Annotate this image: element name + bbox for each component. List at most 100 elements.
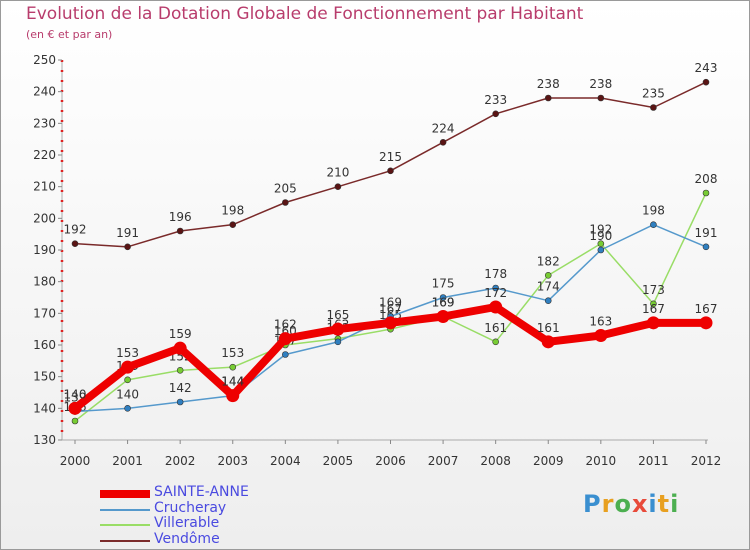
y-tick-label: 160 <box>33 338 56 352</box>
data-label: 173 <box>642 283 665 297</box>
data-point <box>544 297 552 304</box>
data-point <box>702 243 710 251</box>
data-point <box>124 376 131 384</box>
data-point <box>173 341 187 355</box>
data-label: 162 <box>274 318 297 332</box>
data-point <box>278 332 292 346</box>
data-label: 174 <box>537 280 560 294</box>
legend-swatch <box>100 508 150 511</box>
data-point <box>594 329 608 342</box>
data-point <box>68 401 82 415</box>
data-label: 243 <box>695 61 718 75</box>
data-point <box>597 246 605 254</box>
data-point <box>331 322 345 336</box>
y-tick-label: 230 <box>33 116 56 130</box>
data-label: 161 <box>484 321 507 335</box>
x-tick-label: 2012 <box>691 454 722 468</box>
data-label: 167 <box>379 302 402 316</box>
y-tick-label: 150 <box>33 370 56 384</box>
data-label: 191 <box>695 226 718 240</box>
data-label: 182 <box>537 254 560 268</box>
data-label: 190 <box>589 229 612 243</box>
data-point <box>492 110 499 118</box>
data-point <box>597 94 605 102</box>
data-point <box>650 221 657 228</box>
data-point <box>544 272 552 279</box>
data-point <box>282 351 289 358</box>
data-label: 140 <box>116 387 139 401</box>
data-point <box>492 338 499 346</box>
data-label: 169 <box>379 296 402 310</box>
data-label: 235 <box>642 87 665 101</box>
x-tick-label: 2005 <box>323 454 354 468</box>
data-point <box>544 94 552 102</box>
data-point <box>541 335 555 349</box>
data-label: 161 <box>537 321 560 335</box>
data-point <box>71 240 79 247</box>
data-label: 208 <box>695 172 718 186</box>
y-tick-label: 210 <box>33 180 56 194</box>
data-label: 144 <box>221 375 244 389</box>
data-point <box>384 316 397 330</box>
y-tick-label: 140 <box>33 401 56 415</box>
legend-swatch <box>100 539 150 542</box>
data-point <box>699 316 713 330</box>
data-label: 153 <box>221 346 244 360</box>
data-point <box>121 360 135 374</box>
data-point <box>229 363 237 371</box>
data-label: 167 <box>695 302 718 316</box>
data-point <box>387 167 394 175</box>
x-tick-label: 2008 <box>480 454 511 468</box>
data-label: 238 <box>537 77 560 91</box>
data-point <box>492 284 499 292</box>
data-label: 198 <box>642 204 665 218</box>
data-label: 198 <box>221 204 244 218</box>
proxiti-logo: Proxiti <box>583 490 680 518</box>
x-tick-label: 2000 <box>60 454 91 468</box>
data-point <box>597 240 605 247</box>
data-label: 224 <box>432 121 455 135</box>
data-point <box>124 405 131 412</box>
x-tick-label: 2006 <box>375 454 406 468</box>
legend-label: SAINTE-ANNE <box>154 484 249 500</box>
y-tick-label: 250 <box>33 53 56 67</box>
data-label: 175 <box>432 277 455 291</box>
data-point <box>176 398 184 406</box>
y-tick-label: 200 <box>33 211 56 225</box>
data-point <box>176 227 184 235</box>
data-label: 238 <box>589 77 612 91</box>
data-point <box>702 78 710 86</box>
x-tick-label: 2009 <box>533 454 564 468</box>
data-point <box>71 417 79 425</box>
data-label: 153 <box>116 346 139 360</box>
legend-label: Vendôme <box>154 530 220 547</box>
data-label: 165 <box>326 308 349 322</box>
data-label: 142 <box>169 381 192 395</box>
data-label: 172 <box>484 286 507 300</box>
x-tick-label: 2003 <box>217 454 248 468</box>
data-label: 169 <box>432 296 455 310</box>
legend-label: Crucheray <box>154 499 227 516</box>
data-label: 191 <box>116 226 139 240</box>
x-tick-label: 2001 <box>112 454 143 468</box>
data-label: 210 <box>326 166 349 180</box>
x-tick-label: 2010 <box>586 454 617 468</box>
legend-swatch <box>100 490 150 498</box>
data-point <box>282 199 289 206</box>
data-point <box>489 300 503 314</box>
data-point <box>646 316 660 330</box>
data-label: 192 <box>64 223 87 237</box>
data-point <box>229 221 237 228</box>
data-label: 163 <box>589 315 612 329</box>
data-label: 159 <box>169 327 192 341</box>
y-tick-label: 170 <box>33 306 56 320</box>
data-point <box>439 294 447 301</box>
y-tick-label: 220 <box>33 148 56 162</box>
data-label: 196 <box>169 210 192 224</box>
x-tick-label: 2002 <box>165 454 196 468</box>
data-point <box>334 338 342 346</box>
y-tick-label: 240 <box>33 85 56 99</box>
y-tick-label: 130 <box>33 433 56 447</box>
data-point <box>176 367 184 374</box>
